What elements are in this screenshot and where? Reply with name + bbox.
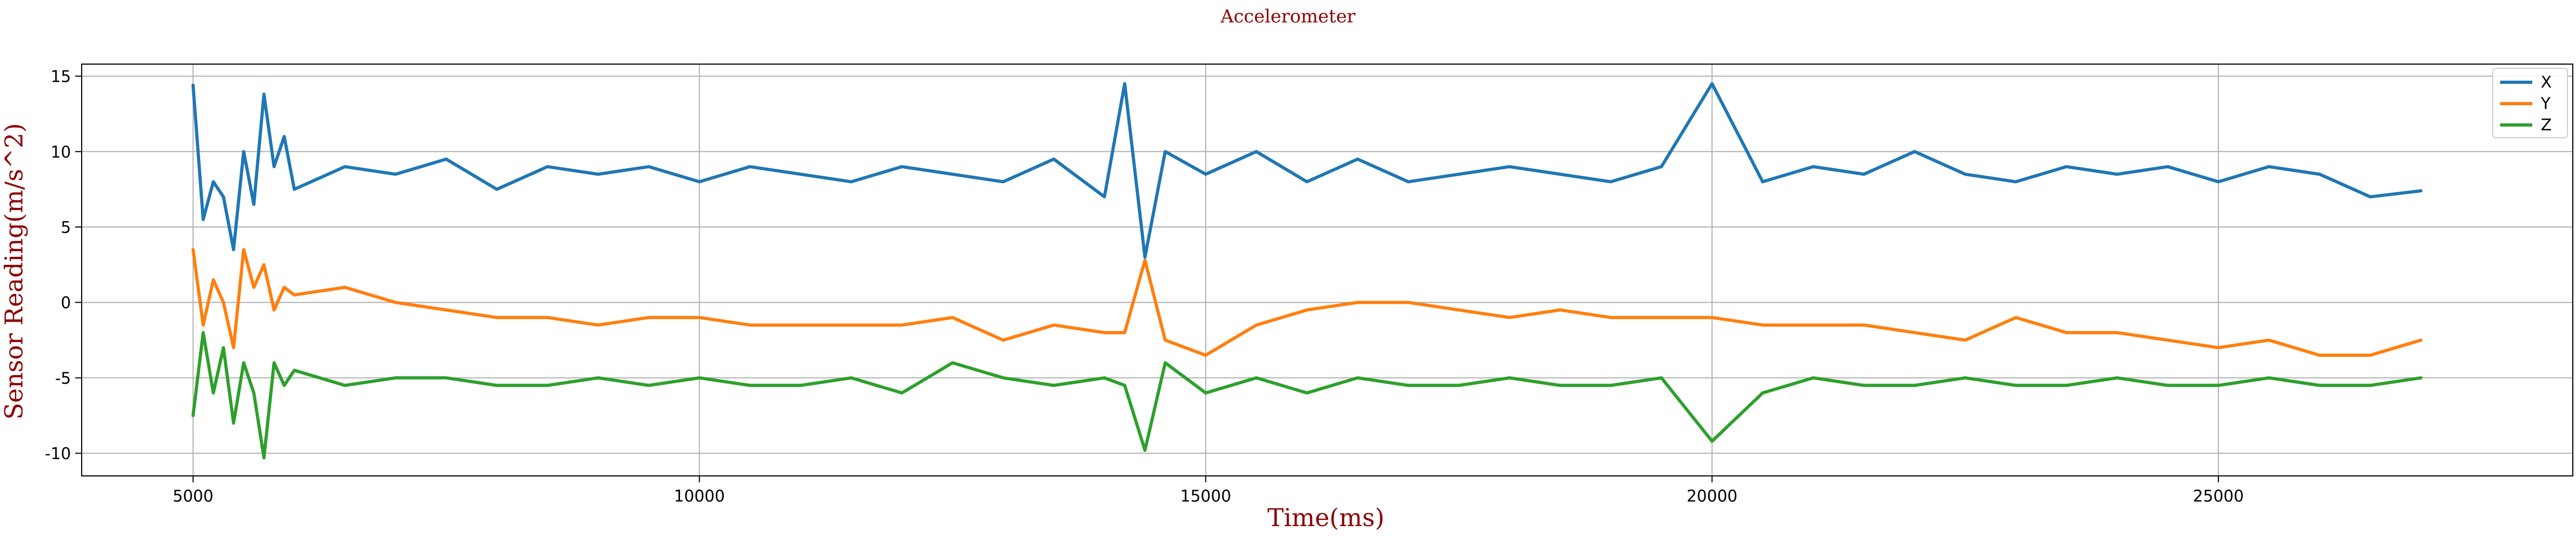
- x-tick-label: 20000: [1687, 487, 1737, 506]
- y-tick-label: 15: [51, 68, 71, 87]
- y-tick-label: 0: [61, 294, 71, 312]
- series-line-y: [191, 248, 2423, 357]
- legend: XYZ: [2492, 68, 2568, 138]
- x-tick-label: 15000: [1180, 487, 1231, 506]
- grid-layer: [82, 64, 2573, 476]
- x-tick-label: 25000: [2193, 487, 2243, 506]
- legend-label-y: Y: [2540, 95, 2551, 113]
- tick-layer: 5000 10000 15000 20000 25000 -10 -5 0 5 10 15: [45, 68, 2244, 506]
- series-layer: [191, 82, 2423, 460]
- legend-label-x: X: [2541, 73, 2552, 92]
- y-tick-label: -10: [45, 445, 71, 464]
- legend-label-z: Z: [2541, 116, 2552, 135]
- x-tick-label: 10000: [674, 487, 725, 506]
- axes-layer: [81, 64, 2573, 476]
- plot-frame: [81, 64, 2573, 476]
- series-line-z: [191, 331, 2423, 460]
- y-tick-label: 10: [51, 143, 71, 162]
- x-axis-label: Time(ms): [1267, 503, 1384, 532]
- x-tick-label: 5000: [173, 487, 214, 506]
- y-tick-label: 5: [61, 218, 71, 237]
- series-line-x: [191, 82, 2423, 259]
- y-tick-label: -5: [55, 369, 71, 388]
- y-axis-label: Sensor Reading(m/s^2): [0, 123, 28, 419]
- chart-title: Accelerometer: [1220, 6, 1356, 27]
